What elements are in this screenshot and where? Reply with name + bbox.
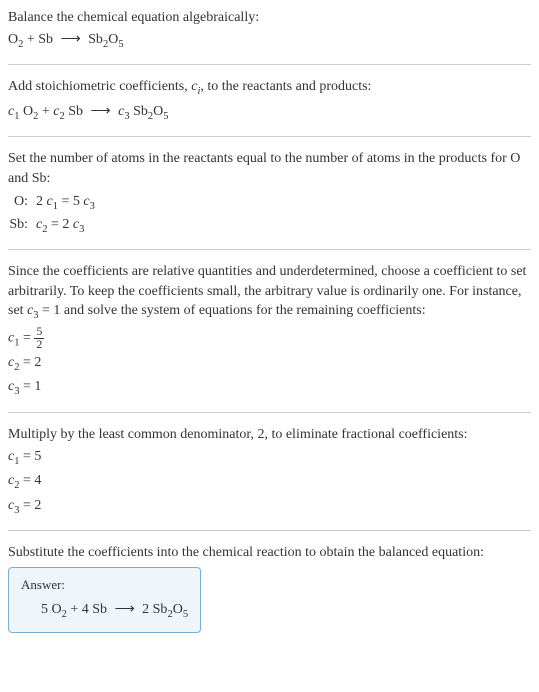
text: = 4: [19, 473, 41, 488]
equation-with-coeffs: c1 O2 + c2 Sb ⟶ c3 Sb2O5: [8, 102, 531, 124]
coeff-c1: c1 = 5: [8, 447, 531, 469]
section-title: Balance the chemical equation algebraica…: [8, 8, 531, 28]
text: = 5: [58, 194, 83, 209]
text: = 2: [47, 217, 72, 232]
fraction: 52: [34, 326, 44, 351]
text: O: [19, 104, 33, 119]
balanced-equation: 5 O2 + 4 Sb ⟶ 2 Sb2O5: [21, 600, 188, 622]
section-balance: Balance the chemical equation algebraica…: [8, 8, 531, 52]
text: = 1 and solve the system of equations fo…: [39, 303, 426, 318]
atom-eq: 2 c1 = 5 c3: [36, 192, 95, 214]
sub: 5: [163, 110, 168, 121]
section-atoms: Set the number of atoms in the reactants…: [8, 149, 531, 237]
text: + 4 Sb: [67, 602, 111, 617]
equation-unbalanced: O2 + Sb ⟶ Sb2O5: [8, 30, 531, 52]
arrow-icon: ⟶: [115, 602, 135, 617]
section-coefficients: Add stoichiometric coefficients, ci, to …: [8, 77, 531, 124]
text: +: [38, 104, 53, 119]
divider: [8, 530, 531, 531]
text: = 1: [19, 379, 41, 394]
coeff-c2: c2 = 4: [8, 471, 531, 493]
text: Sb: [130, 104, 148, 119]
section-answer: Substitute the coefficients into the che…: [8, 543, 531, 633]
coeff-c2: c2 = 2: [8, 353, 531, 375]
text: Sb: [85, 32, 103, 47]
sub: 5: [183, 609, 188, 620]
text: O: [108, 32, 118, 47]
section-title: Since the coefficients are relative quan…: [8, 262, 531, 324]
divider: [8, 249, 531, 250]
arrow-icon: ⟶: [91, 104, 111, 119]
atom-equations: O: 2 c1 = 5 c3 Sb: c2 = 2 c3: [8, 192, 531, 237]
coeff-c3: c3 = 1: [8, 377, 531, 399]
coeff-c3: c3 = 2: [8, 496, 531, 518]
answer-box: Answer: 5 O2 + 4 Sb ⟶ 2 Sb2O5: [8, 567, 201, 634]
divider: [8, 136, 531, 137]
atom-row-sb: Sb: c2 = 2 c3: [8, 215, 531, 237]
text: O: [173, 602, 183, 617]
section-title: Set the number of atoms in the reactants…: [8, 149, 531, 188]
atom-eq: c2 = 2 c3: [36, 215, 84, 237]
sub: 3: [79, 224, 84, 235]
text: 5 O: [41, 602, 62, 617]
section-title: Multiply by the least common denominator…: [8, 425, 531, 445]
arrow-icon: ⟶: [61, 32, 81, 47]
section-title: Substitute the coefficients into the che…: [8, 543, 531, 563]
text: Add stoichiometric coefficients,: [8, 79, 191, 94]
text: , to the reactants and products:: [200, 79, 371, 94]
text: =: [19, 331, 34, 346]
text: O: [8, 32, 18, 47]
atom-label: Sb:: [8, 215, 36, 235]
atom-row-o: O: 2 c1 = 5 c3: [8, 192, 531, 214]
coeff-c1: c1 = 52: [8, 326, 531, 351]
text: = 2: [19, 498, 41, 513]
text: 2 Sb: [139, 602, 168, 617]
section-multiply: Multiply by the least common denominator…: [8, 425, 531, 518]
text: = 5: [19, 449, 41, 464]
text: O: [153, 104, 163, 119]
section-solve: Since the coefficients are relative quan…: [8, 262, 531, 400]
answer-label: Answer:: [21, 576, 188, 594]
text: = 2: [19, 355, 41, 370]
atom-label: O:: [8, 192, 36, 212]
text: 2: [36, 194, 47, 209]
text: Sb: [65, 104, 87, 119]
denominator: 2: [34, 339, 44, 351]
sub: 5: [118, 38, 123, 49]
section-title: Add stoichiometric coefficients, ci, to …: [8, 77, 531, 99]
divider: [8, 412, 531, 413]
text: + Sb: [23, 32, 56, 47]
divider: [8, 64, 531, 65]
sub: 3: [90, 201, 95, 212]
